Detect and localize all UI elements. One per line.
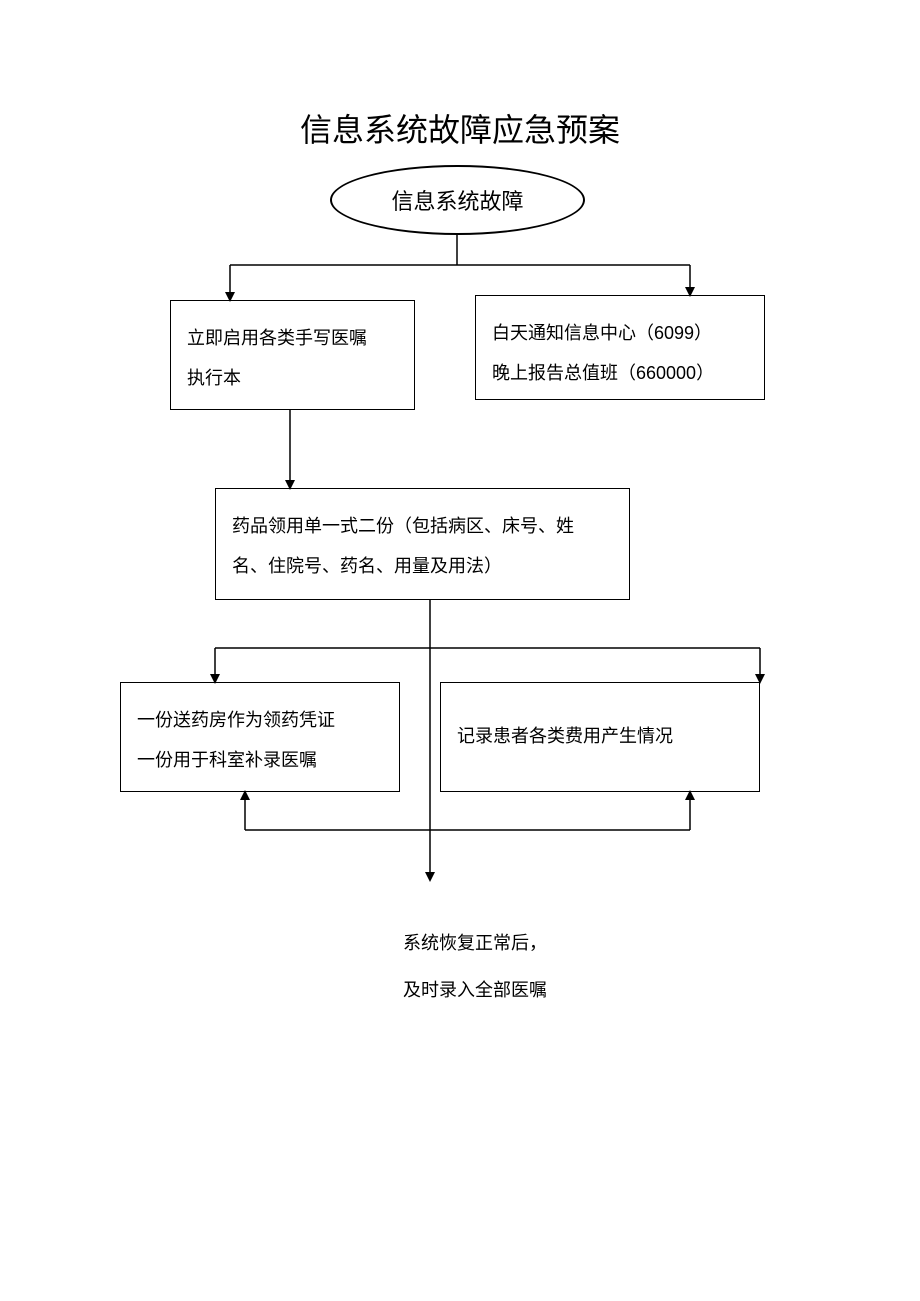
node-left1: 立即启用各类手写医嘱执行本 [170, 300, 415, 410]
node-mid: 药品领用单一式二份（包括病区、床号、姓名、住院号、药名、用量及用法） [215, 488, 630, 600]
page-title: 信息系统故障应急预案 [270, 105, 650, 151]
node-mid-line: 名、住院号、药名、用量及用法） [232, 547, 613, 587]
node-left2-line: 一份用于科室补录医嘱 [137, 741, 383, 781]
node-right1-line: 白天通知信息中心（6099） [492, 314, 748, 354]
node-right1: 白天通知信息中心（6099）晚上报告总值班（660000） [475, 295, 765, 400]
node-mid-line: 药品领用单一式二份（包括病区、床号、姓 [232, 507, 613, 547]
node-right1-line: 晚上报告总值班（660000） [492, 354, 748, 394]
final-line: 及时录入全部医嘱 [375, 967, 575, 1014]
node-right2: 记录患者各类费用产生情况 [440, 682, 760, 792]
node-left2: 一份送药房作为领药凭证一份用于科室补录医嘱 [120, 682, 400, 792]
node-left2-line: 一份送药房作为领药凭证 [137, 701, 383, 741]
node-left1-line: 立即启用各类手写医嘱 [187, 319, 398, 359]
node-left1-line: 执行本 [187, 359, 398, 399]
node-right2-line: 记录患者各类费用产生情况 [457, 717, 673, 757]
node-start-label: 信息系统故障 [391, 184, 523, 216]
final-line: 系统恢复正常后， [375, 920, 575, 967]
node-final: 系统恢复正常后，及时录入全部医嘱 [375, 920, 575, 1014]
node-start: 信息系统故障 [330, 165, 585, 235]
